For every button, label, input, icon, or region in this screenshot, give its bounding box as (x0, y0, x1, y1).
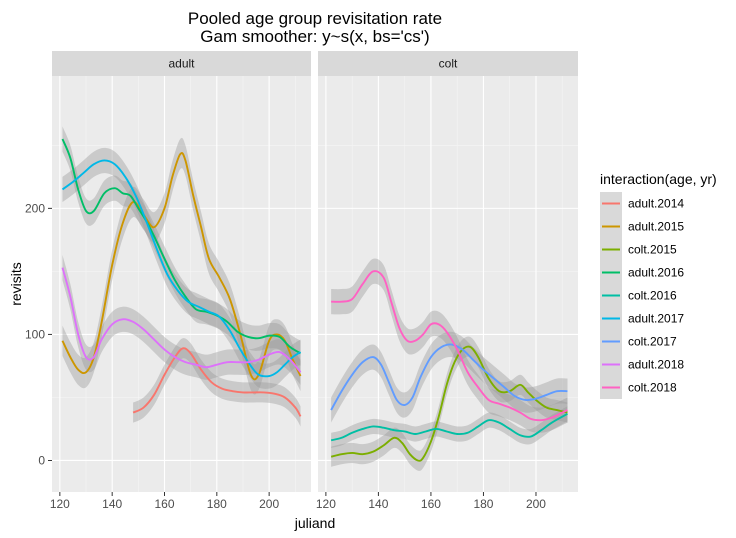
x-tick-label: 180 (207, 497, 227, 511)
legend-entry: adult.2015 (600, 215, 684, 238)
x-tick-label: 160 (154, 497, 174, 511)
confidence-band-colt.2017 (331, 331, 568, 423)
legend-entry: adult.2016 (600, 261, 684, 284)
legend-label: colt.2015 (628, 243, 677, 257)
series-line-colt.2018 (331, 270, 568, 422)
facet-strip (52, 51, 311, 76)
x-tick-label: 140 (368, 497, 388, 511)
x-tick-label: 160 (421, 497, 441, 511)
legend-entry: colt.2015 (600, 238, 677, 261)
legend: interaction(age, yr) adult.2014 adult.201… (600, 171, 717, 399)
x-tick-label: 180 (473, 497, 493, 511)
x-tick-label: 120 (50, 497, 70, 511)
legend-entry: colt.2018 (600, 376, 677, 399)
legend-label: adult.2016 (628, 266, 684, 280)
legend-label: adult.2017 (628, 312, 684, 326)
series-line-colt.2016 (330, 413, 568, 442)
confidence-band-colt.2016 (331, 406, 568, 448)
y-axis-title: revisits (8, 262, 24, 306)
legend-label: adult.2014 (628, 197, 684, 211)
series-line-colt.2015 (330, 345, 568, 462)
facet-panel-colt: colt 120 140 160 180 200 (316, 51, 578, 511)
x-tick-label: 200 (526, 497, 546, 511)
confidence-band-adult.2014 (133, 338, 301, 427)
legend-entry: adult.2018 (600, 353, 684, 376)
facet-strip (318, 51, 578, 76)
facet-strip-label: colt (439, 57, 458, 71)
legend-entry: adult.2017 (600, 307, 684, 330)
y-tick-label: 100 (25, 327, 45, 341)
legend-title: interaction(age, yr) (600, 171, 717, 187)
legend-entry: adult.2014 (600, 192, 684, 215)
x-tick-label: 200 (259, 497, 279, 511)
facet-panel-adult: adult 120 140 160 180 200 0 100 200 (25, 51, 311, 511)
x-tick-label: 140 (102, 497, 122, 511)
series-line-colt.2017 (330, 343, 568, 411)
legend-label: colt.2018 (628, 381, 677, 395)
y-tick-label: 0 (38, 453, 45, 467)
x-tick-label: 120 (316, 497, 336, 511)
confidence-band-adult.2016 (62, 126, 301, 366)
confidence-band-colt.2018 (331, 258, 568, 433)
legend-entry: colt.2017 (600, 330, 677, 353)
facet-panels: adult 120 140 160 180 200 0 100 200 colt 120 140 160… (25, 51, 578, 511)
legend-label: adult.2015 (628, 220, 684, 234)
series-line-adult.2014 (132, 347, 302, 417)
legend-entry: colt.2016 (600, 284, 677, 307)
legend-label: colt.2016 (628, 289, 677, 303)
x-axis-title: juliand (294, 515, 335, 531)
chart-subtitle: Gam smoother: y~s(x, bs='cs') (200, 27, 429, 46)
facet-strip-label: adult (168, 57, 195, 71)
legend-label: adult.2018 (628, 358, 684, 372)
series-line-adult.2016 (61, 138, 302, 355)
series-line-adult.2018 (61, 267, 302, 373)
y-tick-label: 200 (25, 201, 45, 215)
confidence-band-adult.2017 (62, 147, 301, 389)
series-line-adult.2017 (61, 159, 302, 378)
confidence-band-adult.2015 (62, 137, 301, 395)
confidence-band-colt.2015 (331, 336, 568, 471)
chart-title: Pooled age group revisitation rate (188, 9, 442, 28)
legend-label: colt.2017 (628, 335, 677, 349)
